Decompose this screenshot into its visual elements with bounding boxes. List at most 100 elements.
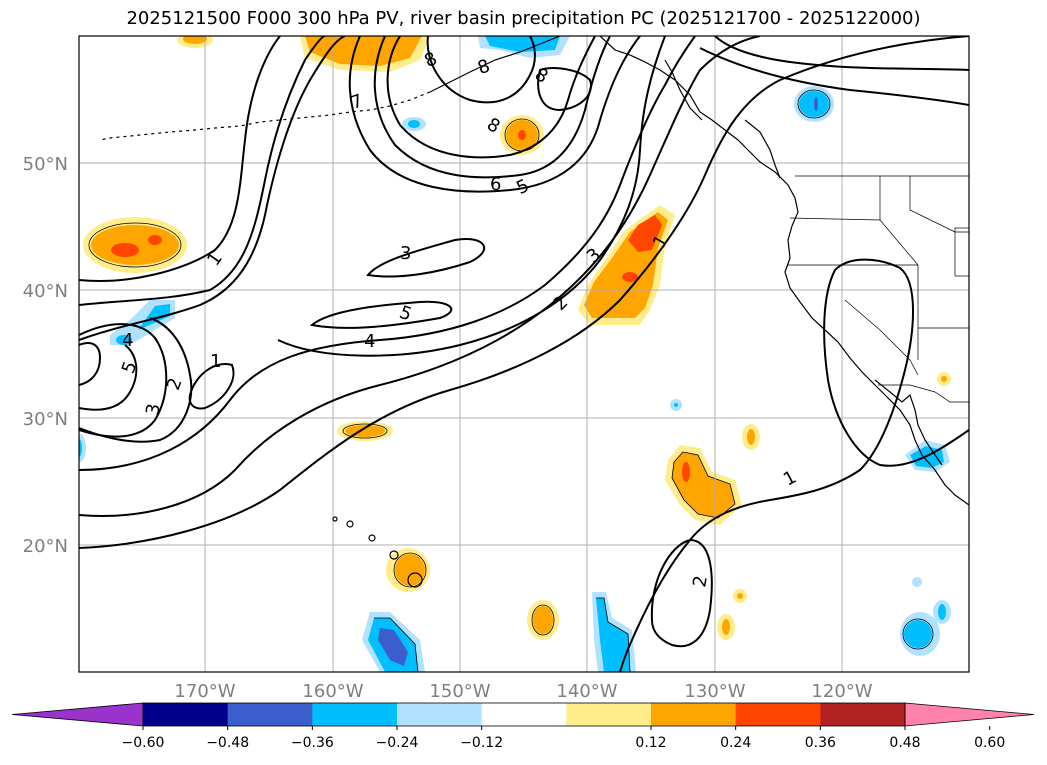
lon-label-140w: 140°W: [556, 681, 617, 702]
gridlines: [79, 36, 969, 672]
lat-label-40n: 40°N: [23, 281, 68, 302]
precip-blob: [79, 439, 82, 457]
precip-blob: [682, 462, 690, 482]
north-america-coast: [599, 36, 969, 506]
colorbar-segment: [143, 703, 229, 726]
blob-outline: [88, 222, 182, 268]
precip-blob: [533, 606, 553, 634]
positive-anomalies: [83, 36, 951, 640]
latitude-labels: 50°N 40°N 30°N 20°N: [23, 154, 68, 557]
california-interior: [844, 299, 919, 376]
colorbar-extend-high: [904, 702, 1035, 727]
precip-blob: [622, 272, 638, 282]
colorbar-tick-label: −0.24: [376, 735, 419, 751]
precip-blob: [378, 628, 408, 666]
pv-contour-2b: [79, 36, 326, 306]
lon-label-160w: 160°W: [302, 681, 363, 702]
alaska-panhandle-islands: [664, 59, 703, 121]
blob-outline: [531, 604, 555, 636]
coastlines: [99, 36, 969, 588]
contour-label: 1: [203, 248, 227, 269]
map-frame: [78, 35, 970, 673]
pv-contour-5: [348, 36, 641, 193]
colorbar-tick-label: −0.48: [206, 735, 249, 751]
oahu-island: [368, 534, 376, 542]
political-borders: [788, 175, 969, 403]
precip-blob: [674, 403, 678, 407]
colorbar-tick-label: −0.60: [122, 735, 165, 751]
colorbar-segment: [481, 703, 567, 726]
lon-label-170w: 170°W: [174, 681, 235, 702]
contour-label: 1: [210, 351, 221, 372]
aleutian-islands: [99, 91, 431, 141]
utah-outline: [954, 227, 969, 277]
lon-label-130w: 130°W: [684, 681, 745, 702]
colorbar-tick-label: 0.24: [720, 735, 751, 751]
precip-blob: [408, 120, 420, 128]
alaska-peninsula: [429, 36, 561, 93]
colorbar-segment: [735, 703, 821, 726]
state-border-wa-or: [789, 217, 881, 221]
pv-contour-1-south: [79, 36, 969, 549]
pv-contour-8b: [537, 67, 592, 112]
colorbar-segment: [312, 703, 398, 726]
colorbar-segment: [227, 703, 313, 726]
contour-label: 8: [531, 64, 551, 88]
state-border-ca-nv: [917, 265, 969, 329]
colorbar-frame: [142, 702, 906, 727]
us-mexico-border: [878, 384, 969, 403]
contour-label: 8: [475, 55, 493, 79]
precip-blob: [91, 225, 179, 265]
pv-contour-baja-1: [619, 258, 969, 672]
maui-island: [389, 550, 399, 560]
shading-outlines: [88, 89, 934, 672]
pv-contour-3: [79, 36, 696, 471]
precip-blob: [485, 36, 560, 52]
precip-blob: [941, 376, 947, 382]
pv-contour-upper-2: [699, 47, 969, 106]
map-title: 2025121500 F000 300 hPa PV, river basin …: [126, 8, 921, 29]
pv-contour-left-4: [79, 342, 102, 386]
colorbar-tick-label: −0.36: [291, 735, 334, 751]
precip-shading: [79, 36, 951, 672]
pv-contour-inner-1: [188, 363, 235, 410]
lat-label-30n: 30°N: [23, 409, 68, 430]
state-border-idaho: [879, 176, 919, 266]
contour-label: 3: [142, 402, 165, 417]
contour-label: 5: [118, 359, 142, 377]
precip-blob: [747, 429, 755, 445]
colorbar-ticks: −0.60 −0.48 −0.36 −0.24 −0.12 0.12 0.24 0.36 0.4…: [122, 726, 1005, 751]
contour-label: 7: [348, 90, 366, 114]
pv-contour-left-2: [79, 323, 168, 438]
precip-blob: [395, 554, 425, 586]
pv-contour-left-3: [79, 344, 138, 411]
colorbar-segment: [397, 703, 483, 726]
pv-contour-8a: [426, 36, 536, 104]
contour-label: 1: [780, 467, 800, 491]
pv-contour-inner-5: [309, 300, 453, 329]
precip-blob: [116, 335, 132, 345]
contour-label: 2: [163, 375, 187, 393]
colorbar-segment: [566, 703, 652, 726]
pv-contour-upper-1: [714, 36, 969, 71]
contour-label: 2: [689, 574, 712, 589]
contour-label: 8: [421, 48, 440, 72]
hawaii-island: [407, 572, 423, 588]
precip-blob: [148, 235, 162, 245]
pv-contour-3b: [79, 36, 346, 341]
negative-anomalies: [79, 36, 951, 672]
precip-blob: [814, 97, 818, 111]
blob-outline: [374, 617, 419, 672]
precip-blob: [596, 598, 630, 672]
state-border-montana: [909, 176, 969, 233]
colorbar-segments: [11, 702, 1035, 727]
precip-blob: [904, 620, 932, 648]
precip-blob: [737, 593, 743, 599]
lat-label-50n: 50°N: [23, 154, 68, 175]
colorbar-segment: [651, 703, 737, 726]
precip-blob: [111, 243, 139, 257]
colorbar-extend-low: [11, 702, 144, 727]
blob-outline: [797, 89, 831, 119]
contour-label: 2: [549, 292, 572, 315]
